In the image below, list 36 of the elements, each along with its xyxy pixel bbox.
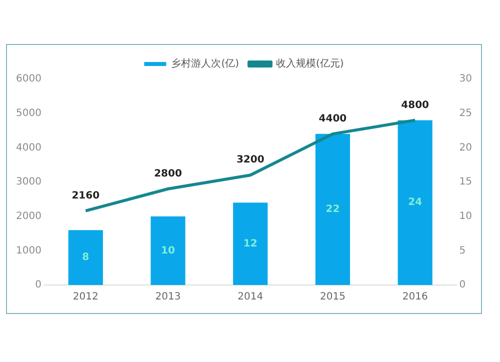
x-tick-label: 2012: [72, 292, 98, 303]
y2-tick-label: 20: [459, 142, 472, 154]
y2-tick-label: 10: [459, 210, 472, 222]
bar: [68, 230, 103, 285]
bar: [150, 216, 186, 285]
data-label: 2160: [72, 190, 100, 202]
y-tick-label: 0: [35, 280, 42, 291]
bar: [315, 134, 350, 285]
data-label: 4400: [318, 114, 347, 125]
legend-label: 收入规模(亿元): [276, 58, 344, 70]
data-label: 3200: [236, 154, 264, 166]
legend-label: 乡村游人次(亿): [171, 58, 240, 70]
bar: [233, 202, 268, 285]
y2-tick-label: 15: [459, 176, 472, 188]
data-label: 2800: [154, 168, 182, 180]
y-tick-label: 5000: [16, 108, 42, 119]
y2-tick-label: 25: [459, 108, 472, 119]
data-label: 8: [82, 252, 90, 264]
y-tick-label: 1000: [16, 245, 42, 256]
data-label: 4800: [401, 100, 430, 111]
x-tick-label: 2015: [320, 292, 346, 303]
data-label: 24: [408, 197, 422, 208]
y-tick-label: 3000: [16, 176, 42, 188]
y-tick-label: 6000: [16, 74, 42, 85]
x-tick-label: 2013: [155, 292, 181, 303]
y2-tick-label: 0: [459, 280, 466, 291]
x-tick-label: 2014: [238, 292, 264, 303]
data-label: 10: [161, 245, 175, 256]
data-label: 12: [243, 238, 258, 250]
data-label: 22: [326, 204, 340, 216]
bar: [398, 120, 432, 285]
y2-tick-label: 5: [459, 245, 466, 256]
y-tick-label: 4000: [16, 142, 42, 154]
x-tick-label: 2016: [402, 292, 428, 303]
y2-tick-label: 30: [459, 74, 472, 85]
y-tick-label: 2000: [16, 210, 42, 222]
